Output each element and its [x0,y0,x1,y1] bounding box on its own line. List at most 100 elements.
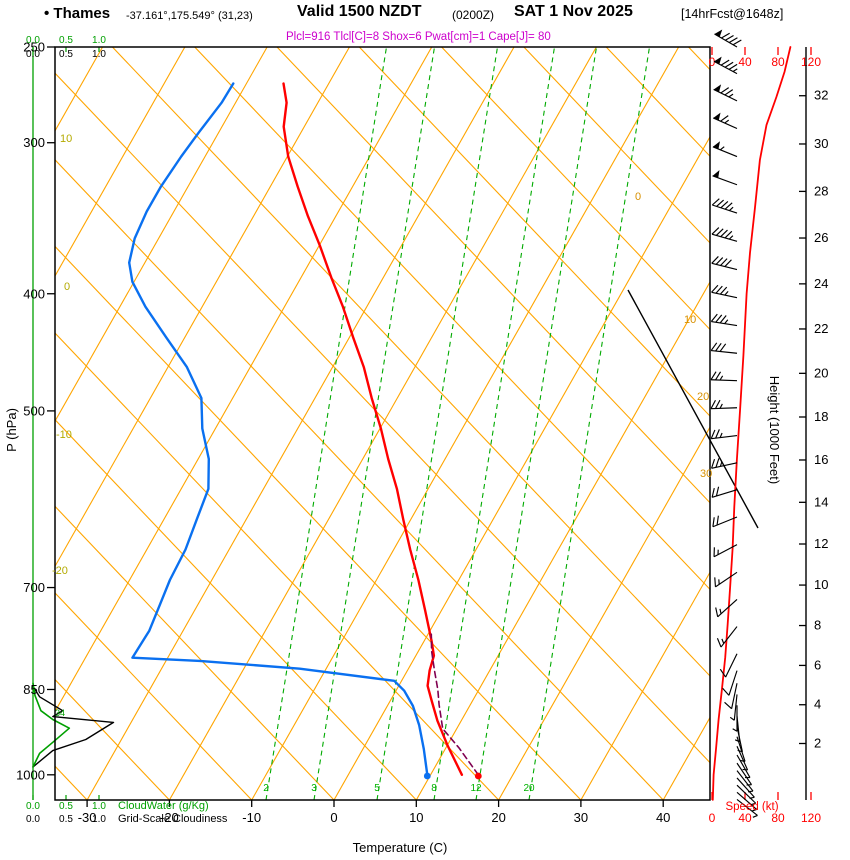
wind-barb-full [724,230,733,239]
cloudwater-bottom-label: 0.0 [26,801,40,812]
wind-barb-full [715,486,720,497]
wind-barb-full [715,285,723,294]
isotherm-line [498,426,710,800]
isotherm-label-right: 20 [697,391,709,403]
height-tick-label: 24 [814,276,828,291]
pressure-tick-label: 1000 [16,767,45,782]
cloudiness-bottom-label: 0.5 [59,814,73,825]
isotherm-line [580,571,710,800]
valid-date: SAT 1 Nov 2025 [514,3,633,20]
wind-barb-full [711,198,720,206]
parcel-curve [430,633,480,776]
isotherm-line [168,47,597,800]
wind-barb-full [720,59,730,66]
wind-barb-full [715,257,724,265]
wind-speed-profile [711,46,792,801]
wind-barb-full [711,256,719,264]
pressure-tick-label: 700 [23,580,45,595]
valid-time-z: (0200Z) [452,8,495,22]
forecast-info: [14hrFcst@1648z] [681,7,784,21]
wind-barb-staff [711,262,738,271]
wind-barb-staff [710,407,738,410]
cloudwater-axis-title: CloudWater (g/Kg) [118,800,209,812]
wind-barb [736,754,751,779]
wind-barb-staff [711,233,738,242]
wind-barb [711,458,738,469]
height-tick-label: 6 [814,657,821,672]
wind-barb-full [715,607,719,617]
mixing-ratio-line [376,47,499,800]
isotherm-line [55,47,268,423]
wind-barb-half [719,403,723,409]
dry-adiabat-line [55,245,582,800]
wind-barb-staff [720,626,738,648]
wind-barb [710,429,738,440]
cloudwater-top-label: 0.0 [26,35,40,46]
wind-barb-staff [736,784,757,804]
cloudwater-bottom-label: 0.5 [59,801,73,812]
speed-tick-label-bottom: 80 [771,811,785,825]
height-tick-label: 28 [814,183,828,198]
wind-barb-full [724,89,734,96]
mixing-ratio-line [528,47,651,800]
temperature-tick-label: 30 [574,810,588,825]
dry-adiabat-line [55,332,499,800]
cloudiness-axis-title: Grid-Scale Cloudiness [118,813,228,825]
pressure-tick-label: 250 [23,40,45,55]
wind-barb-staff [736,777,755,798]
isotherm-line [251,47,680,800]
wind-barb [724,683,738,710]
wind-barb-staff [710,379,738,382]
surface-dewpoint-dot [423,772,431,780]
speed-tick-label-bottom: 40 [738,811,752,825]
wind-barb-staff [736,791,757,810]
wind-barb-full [712,517,715,527]
isotherm-label-left: -10 [56,429,72,441]
wind-barb-pennant [714,29,723,37]
wind-barb-full [716,638,722,648]
wind-barb-staff [736,770,754,792]
mixing-ratio-line [475,47,598,800]
wind-barb [712,141,738,158]
cloudiness-profile [32,685,115,768]
wind-barb-full [715,458,720,468]
wind-barb [712,515,738,528]
pressure-tick-label: 850 [23,682,45,697]
cloudiness-top-label: 0.0 [26,49,40,60]
wind-barb-staff [711,349,738,354]
wind-barb-pennant [714,56,722,65]
wind-barb-staff [711,462,738,469]
wind-barb-staff [736,762,753,786]
wind-barb [715,598,738,618]
wind-barb-staff [733,694,738,721]
cloudwater-max-label: 34 [55,708,65,718]
plot-frame [54,46,711,801]
temperature-tick-label: 40 [656,810,670,825]
wind-barb [713,84,738,102]
wind-barb [729,694,738,721]
wind-barb-full [710,429,716,439]
wind-barb-half [719,432,723,438]
cloudwater-top-label: 0.5 [59,35,73,46]
wind-barb-full [719,343,727,352]
isotherm-label-right: 10 [684,314,696,326]
wind-barb-full [715,429,720,439]
temperature-tick-label: 0 [330,810,337,825]
wind-barb-half [729,206,734,211]
height-tick-label: 26 [814,230,828,245]
wind-barb-staff [712,516,738,528]
wind-barb [713,112,738,130]
wind-barb-full [728,63,738,70]
dry-adiabat-line [441,47,710,331]
isotherm-label-left: 0 [64,281,70,293]
wind-barb-full [711,227,720,235]
wind-barb [710,399,738,410]
wind-barb-full [724,701,732,710]
wind-barb-half [719,461,723,467]
wind-barb [711,227,738,242]
wind-barb-full [719,668,727,678]
isotherm-line [55,47,186,278]
wind-barb [736,762,753,786]
wind-barb-half [719,146,725,151]
